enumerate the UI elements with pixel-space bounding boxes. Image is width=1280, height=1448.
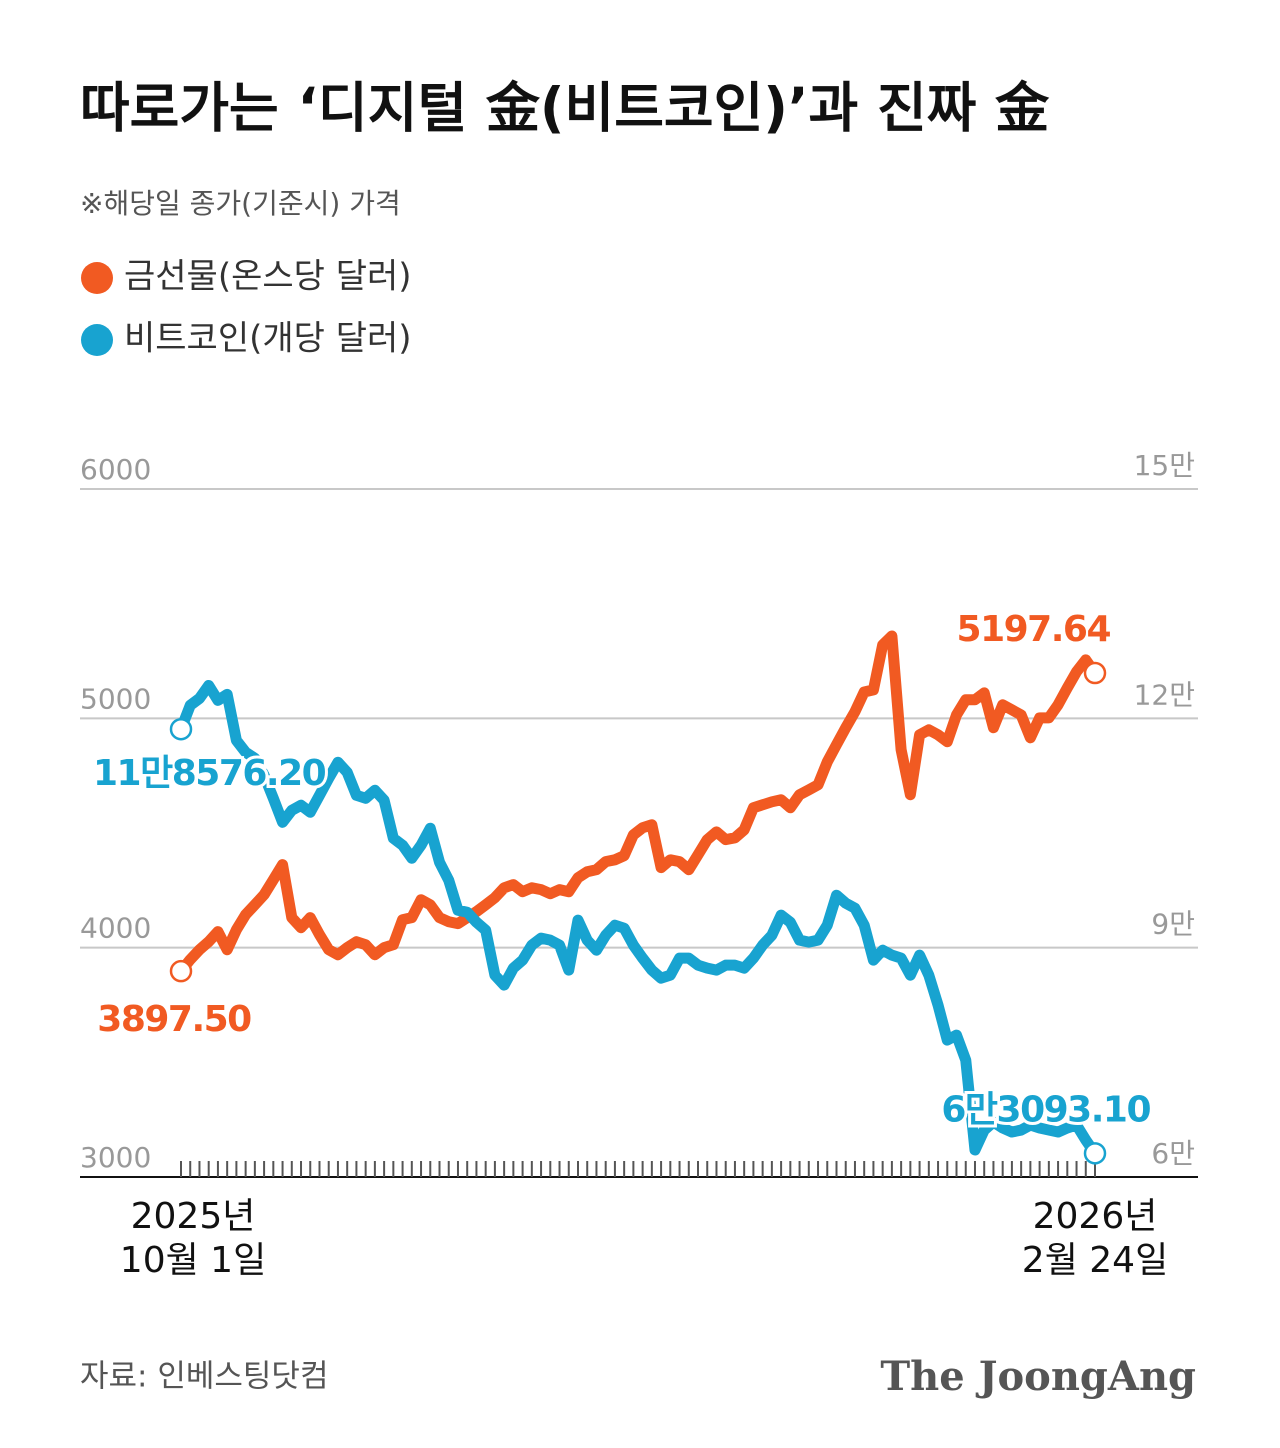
y2-tick-label: 12만 bbox=[1134, 678, 1195, 711]
y2-tick-label: 15만 bbox=[1134, 449, 1195, 482]
y-tick-label: 6000 bbox=[80, 453, 151, 486]
y2-tick-label: 9만 bbox=[1151, 908, 1195, 941]
series-line bbox=[175, 679, 1101, 1159]
legend-swatch bbox=[81, 324, 113, 356]
value-label: 5197.64 bbox=[957, 609, 1111, 650]
y-tick-label: 4000 bbox=[80, 912, 151, 945]
value-label: 3897.50 bbox=[97, 999, 251, 1040]
y-tick-label: 5000 bbox=[80, 682, 151, 715]
x-tick-label: 2025년 10월 1일 bbox=[120, 1196, 266, 1281]
chart-title: 따로가는 ‘디지털 金(비트코인)’과 진짜 金 bbox=[80, 77, 1050, 140]
end-marker bbox=[169, 717, 193, 741]
legend-swatch bbox=[81, 262, 113, 294]
value-label: 11만8576.20 bbox=[93, 753, 326, 794]
y2-tick-label: 6만 bbox=[1151, 1137, 1195, 1170]
value-label: 6만3093.10 bbox=[941, 1089, 1150, 1130]
end-marker bbox=[169, 959, 193, 983]
series-line bbox=[175, 630, 1101, 977]
end-marker bbox=[1083, 661, 1107, 685]
x-tick-label: 2026년 2월 24일 bbox=[1022, 1196, 1168, 1281]
end-marker bbox=[1083, 1142, 1107, 1165]
legend-label: 금선물(온스당 달러) bbox=[124, 257, 412, 297]
subtitle: ※해당일 종가(기준시) 가격 bbox=[80, 187, 401, 220]
source: 자료: 인베스팅닷컴 bbox=[80, 1359, 328, 1395]
y-tick-label: 3000 bbox=[80, 1141, 151, 1174]
legend-label: 비트코인(개당 달러) bbox=[124, 319, 412, 359]
brand-logo: The JoongAng bbox=[880, 1353, 1196, 1400]
